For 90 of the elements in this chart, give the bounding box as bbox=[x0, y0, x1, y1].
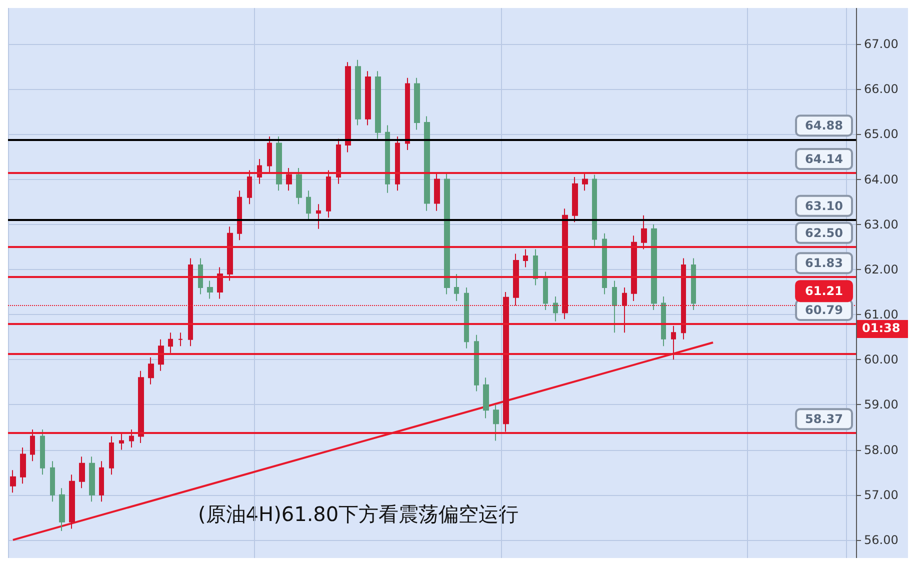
candlestick bbox=[533, 248, 538, 286]
ref-line-label: 61.83 bbox=[805, 256, 843, 270]
ref-line-label: 64.14 bbox=[805, 152, 843, 166]
candlestick bbox=[464, 287, 469, 349]
candlestick bbox=[681, 258, 686, 340]
ref-line-label: 58.37 bbox=[805, 412, 843, 426]
candlestick bbox=[227, 226, 233, 282]
y-tick-label: 56.00 bbox=[864, 532, 898, 547]
candlestick bbox=[493, 404, 499, 442]
candlestick bbox=[691, 258, 696, 311]
candlestick bbox=[414, 77, 420, 130]
y-tick-label: 66.00 bbox=[864, 82, 898, 96]
candlestick bbox=[198, 258, 203, 295]
candlestick bbox=[375, 70, 381, 140]
candlestick bbox=[602, 232, 607, 295]
candlestick bbox=[523, 248, 528, 268]
ref-line-label: 64.88 bbox=[805, 118, 843, 133]
candlestick bbox=[178, 332, 183, 347]
y-tick-label: 65.00 bbox=[864, 127, 898, 142]
candlestick bbox=[158, 338, 164, 372]
candlestick bbox=[109, 436, 114, 476]
candlestick bbox=[267, 136, 272, 174]
candlestick bbox=[217, 266, 223, 300]
candlestick bbox=[188, 258, 193, 347]
candlestick bbox=[306, 190, 311, 220]
candlestick bbox=[434, 172, 440, 212]
y-tick-label: 67.00 bbox=[864, 37, 898, 52]
candlestick bbox=[50, 460, 55, 502]
y-tick-label: 61.00 bbox=[864, 308, 898, 322]
candlestick bbox=[247, 170, 252, 205]
candlestick bbox=[119, 434, 124, 450]
candlestick bbox=[474, 334, 479, 392]
candlestick bbox=[355, 59, 361, 126]
ref-line-label: 62.50 bbox=[805, 226, 843, 240]
candlestick bbox=[168, 332, 173, 354]
candlestick bbox=[59, 488, 65, 532]
candlestick bbox=[69, 474, 75, 530]
candlestick bbox=[365, 70, 371, 126]
candlestick bbox=[138, 370, 144, 444]
candlestick bbox=[276, 136, 282, 192]
candlestick bbox=[286, 168, 292, 192]
candlestick bbox=[503, 292, 509, 432]
candlestick bbox=[385, 124, 390, 194]
candlestick bbox=[10, 470, 16, 494]
candlestick bbox=[326, 170, 331, 218]
y-tick-label: 60.00 bbox=[864, 352, 898, 367]
candlestick bbox=[661, 296, 666, 347]
candlestick bbox=[296, 168, 302, 205]
candlestick bbox=[454, 273, 459, 302]
candlestick bbox=[30, 429, 35, 462]
ref-line-label: 63.10 bbox=[805, 198, 843, 213]
candlestick bbox=[483, 377, 489, 419]
candlestick bbox=[562, 208, 568, 320]
y-tick-label: 57.00 bbox=[864, 488, 898, 502]
candlestick bbox=[336, 138, 341, 184]
candlestick bbox=[79, 456, 85, 489]
candlestick bbox=[20, 447, 26, 484]
candlestick bbox=[592, 174, 597, 248]
y-tick-label: 59.00 bbox=[864, 398, 898, 412]
text: 01:38 bbox=[862, 321, 900, 335]
candlestick bbox=[582, 172, 588, 192]
candlestick bbox=[316, 204, 321, 230]
y-tick-label: 62.00 bbox=[864, 262, 898, 276]
candlestick bbox=[622, 287, 627, 334]
candlestick bbox=[40, 429, 45, 476]
candlestick bbox=[543, 271, 548, 311]
candlestick bbox=[129, 429, 134, 448]
candlestick bbox=[395, 136, 400, 192]
candlestick bbox=[148, 356, 154, 385]
candlestick bbox=[641, 214, 647, 250]
legend-label: 60.79 bbox=[805, 303, 843, 318]
candlestick bbox=[345, 62, 351, 153]
candlestick bbox=[612, 280, 617, 334]
candlestick bbox=[424, 116, 430, 212]
candlestick bbox=[99, 460, 104, 502]
candlestick bbox=[207, 280, 213, 300]
y-tick-label: 58.00 bbox=[864, 442, 898, 457]
candlestick bbox=[553, 296, 558, 322]
candlestick bbox=[631, 235, 637, 302]
candlestick bbox=[444, 172, 450, 295]
candlestick bbox=[89, 456, 95, 502]
y-tick-label: 63.00 bbox=[864, 217, 898, 232]
ref-line-label: 61.21 bbox=[805, 284, 843, 298]
candlestick bbox=[572, 176, 578, 223]
candlestick bbox=[513, 253, 519, 306]
candlestick bbox=[651, 224, 657, 311]
candlestick bbox=[671, 325, 676, 360]
candlestick bbox=[237, 190, 242, 241]
candlestick bbox=[405, 77, 410, 151]
y-tick-label: 64.00 bbox=[864, 172, 898, 186]
